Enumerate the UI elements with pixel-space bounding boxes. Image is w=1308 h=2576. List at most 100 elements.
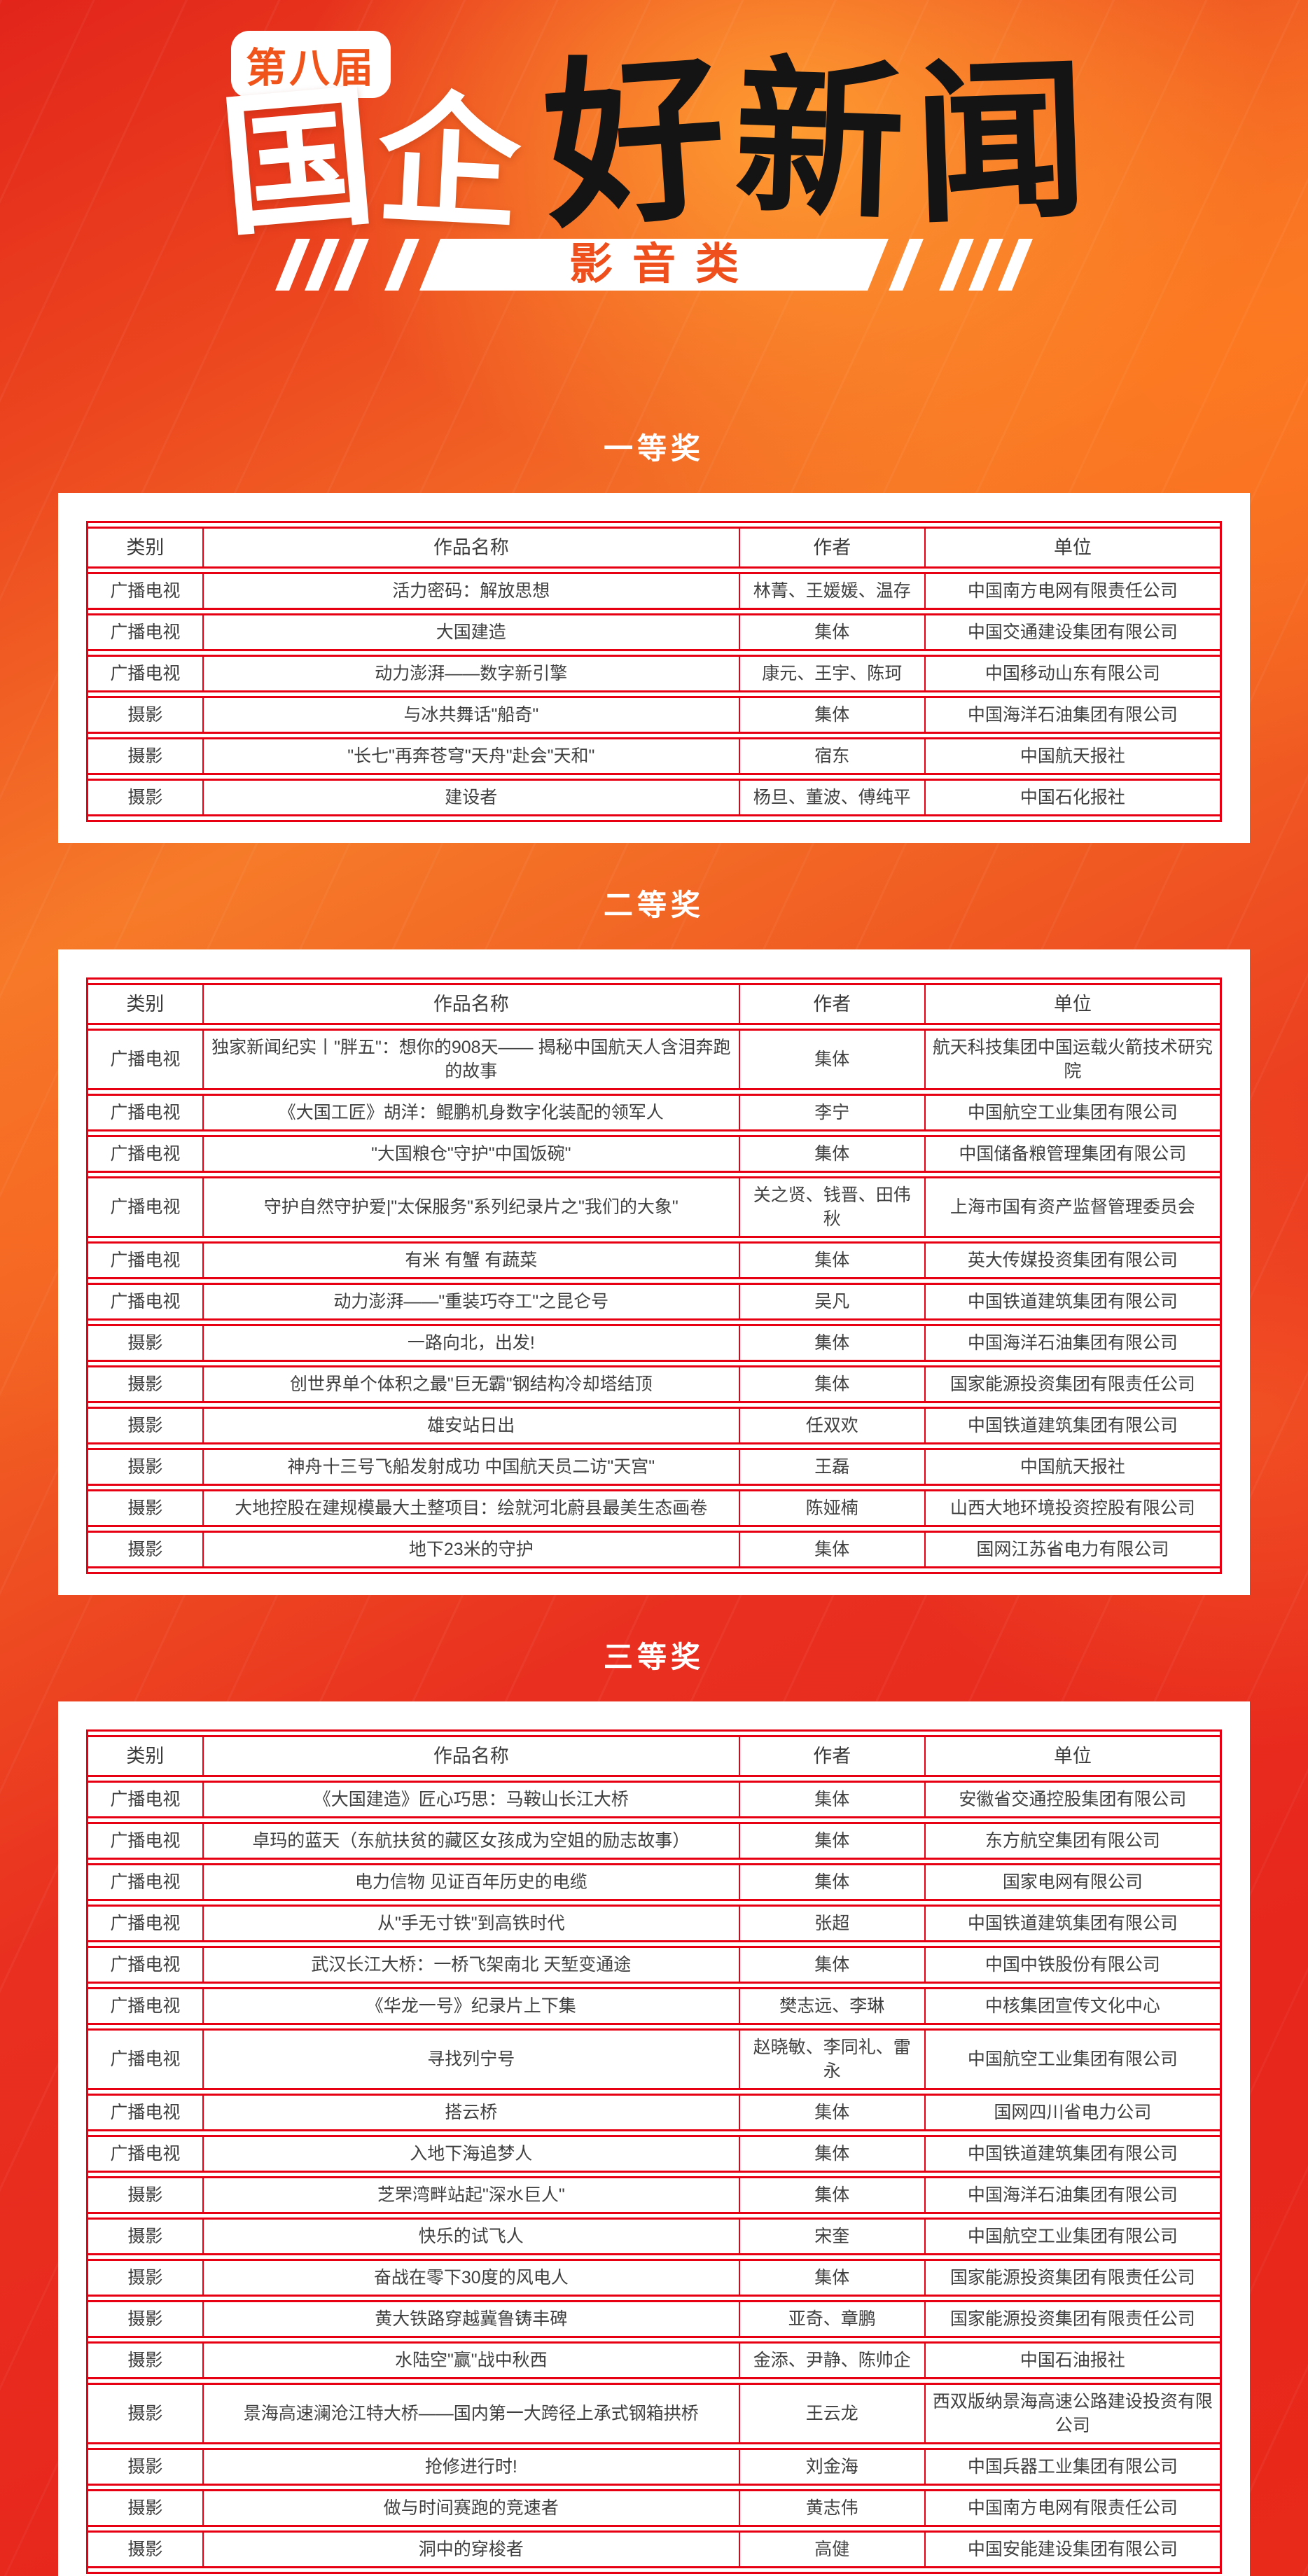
cell-category: 广播电视 <box>88 1987 204 2025</box>
cell-unit: 英大传媒投资集团有限公司 <box>925 1241 1220 1279</box>
column-header: 单位 <box>925 983 1220 1025</box>
cell-category: 广播电视 <box>88 572 204 610</box>
cell-author: 集体 <box>739 1946 926 1984</box>
cell-work-title: 做与时间赛跑的竞速者 <box>203 2489 740 2527</box>
table-row: 摄影 一路向北，出发! 集体 中国海洋石油集团有限公司 <box>88 1324 1220 1362</box>
cell-unit: 山西大地环境投资控股有限公司 <box>925 1489 1220 1527</box>
cell-category: 广播电视 <box>88 613 204 651</box>
cell-unit: 中国安能建设集团有限公司 <box>925 2530 1220 2568</box>
column-header: 类别 <box>88 1735 204 1777</box>
cell-work-title: 芝罘湾畔站起"深水巨人" <box>203 2176 740 2214</box>
cell-unit: 中国中铁股份有限公司 <box>925 1946 1220 1984</box>
cell-author: 黄志伟 <box>739 2489 926 2527</box>
cell-unit: 中国交通建设集团有限公司 <box>925 613 1220 651</box>
cell-category: 广播电视 <box>88 1283 204 1321</box>
table-row: 广播电视 入地下海追梦人 集体 中国铁道建筑集团有限公司 <box>88 2135 1220 2173</box>
cell-author: 刘金海 <box>739 2448 926 2486</box>
table-row: 广播电视 搭云桥 集体 国网四川省电力公司 <box>88 2094 1220 2131</box>
cell-work-title: 《大国建造》匠心巧思：马鞍山长江大桥 <box>203 1781 740 1818</box>
cell-unit: 中国移动山东有限公司 <box>925 655 1220 692</box>
banner-stripe <box>334 239 369 291</box>
cell-category: 广播电视 <box>88 1822 204 1860</box>
cell-author: 宋奎 <box>739 2218 926 2255</box>
banner-stripe <box>384 239 419 291</box>
table-row: 广播电视 动力澎湃——"重装巧夺工"之昆仑号 吴凡 中国铁道建筑集团有限公司 <box>88 1283 1220 1321</box>
cell-work-title: 一路向北，出发! <box>203 1324 740 1362</box>
cell-category: 摄影 <box>88 2448 204 2486</box>
main-title-char: 闻 <box>910 37 1091 248</box>
cell-author: 吴凡 <box>739 1283 926 1321</box>
cell-work-title: 黄大铁路穿越冀鲁铸丰碑 <box>203 2300 740 2338</box>
cell-unit: 东方航空集团有限公司 <box>925 1822 1220 1860</box>
cell-unit: 中国储备粮管理集团有限公司 <box>925 1135 1220 1173</box>
table-row: 广播电视 独家新闻纪实丨"胖五"：想你的908天—— 揭秘中国航天人含泪奔跑的故事… <box>88 1029 1220 1090</box>
column-header: 单位 <box>925 1735 1220 1777</box>
table-row: 摄影 地下23米的守护 集体 国网江苏省电力有限公司 <box>88 1531 1220 1568</box>
table-row: 广播电视 从"手无寸铁"到高铁时代 张超 中国铁道建筑集团有限公司 <box>88 1905 1220 1942</box>
table-row: 广播电视 有米 有蟹 有蔬菜 集体 英大传媒投资集团有限公司 <box>88 1241 1220 1279</box>
cell-unit: 中国南方电网有限责任公司 <box>925 2489 1220 2527</box>
cell-unit: 中核集团宣传文化中心 <box>925 1987 1220 2025</box>
column-header: 作品名称 <box>203 983 740 1025</box>
cell-category: 摄影 <box>88 779 204 816</box>
cell-work-title: 抢修进行时! <box>203 2448 740 2486</box>
cell-category: 广播电视 <box>88 1176 204 1238</box>
table-header-row: 类别 作品名称 作者 单位 <box>88 983 1220 1025</box>
table-row: 广播电视 活力密码：解放思想 林菁、王媛媛、温存 中国南方电网有限责任公司 <box>88 572 1220 610</box>
cell-category: 广播电视 <box>88 1094 204 1132</box>
cell-unit: 中国兵器工业集团有限公司 <box>925 2448 1220 2486</box>
award-section: 三等奖 类别 作品名称 作者 单位 广播电视 《大国建造》匠心巧思：马鞍山长江大桥 集体安… <box>0 1643 1308 2576</box>
cell-unit: 国家能源投资集团有限责任公司 <box>925 2259 1220 2297</box>
table-row: 广播电视 卓玛的蓝天（东航扶贫的藏区女孩成为空姐的励志故事） 集体 东方航空集团有限公… <box>88 1822 1220 1860</box>
cell-author: 宿东 <box>739 737 926 775</box>
main-title-char: 新 <box>731 38 908 244</box>
table-row: 广播电视 守护自然守护爱|"太保服务"系列纪录片之"我们的大象" 关之贤、钱晋、田伟… <box>88 1176 1220 1238</box>
cell-work-title: 《华龙一号》纪录片上下集 <box>203 1987 740 2025</box>
cell-unit: 中国铁道建筑集团有限公司 <box>925 1407 1220 1444</box>
cell-author: 集体 <box>739 2135 926 2173</box>
cell-author: 集体 <box>739 1029 926 1090</box>
column-header: 作品名称 <box>203 527 740 569</box>
cell-author: 亚奇、章鹏 <box>739 2300 926 2338</box>
cell-unit: 中国铁道建筑集团有限公司 <box>925 1283 1220 1321</box>
cell-work-title: 《大国工匠》胡洋：鲲鹏机身数字化装配的领军人 <box>203 1094 740 1132</box>
cell-work-title: 水陆空"赢"战中秋西 <box>203 2341 740 2379</box>
cell-work-title: 卓玛的蓝天（东航扶贫的藏区女孩成为空姐的励志故事） <box>203 1822 740 1860</box>
award-title: 一等奖 <box>603 432 704 465</box>
cell-category: 摄影 <box>88 1448 204 1486</box>
cell-author: 集体 <box>739 2176 926 2214</box>
cell-category: 广播电视 <box>88 2135 204 2173</box>
cell-work-title: 电力信物 见证百年历史的电缆 <box>203 1863 740 1901</box>
cell-unit: 中国海洋石油集团有限公司 <box>925 2176 1220 2214</box>
cell-author: 王云龙 <box>739 2383 926 2444</box>
table-header-row: 类别 作品名称 作者 单位 <box>88 1735 1220 1777</box>
cell-author: 集体 <box>739 1324 926 1362</box>
cell-category: 摄影 <box>88 1324 204 1362</box>
cell-work-title: "长七"再奔苍穹"天舟"赴会"天和" <box>203 737 740 775</box>
cell-unit: 中国铁道建筑集团有限公司 <box>925 2135 1220 2173</box>
cell-category: 广播电视 <box>88 2094 204 2131</box>
column-header: 作品名称 <box>203 1735 740 1777</box>
poster-header: 第八届 国企好新闻 影音类 <box>0 0 1308 429</box>
cell-author: 陈娅楠 <box>739 1489 926 1527</box>
table-row: 广播电视 大国建造 集体 中国交通建设集团有限公司 <box>88 613 1220 651</box>
banner-stripe <box>305 239 340 291</box>
cell-author: 赵晓敏、李同礼、雷永 <box>739 2028 926 2090</box>
cell-unit: 中国航天报社 <box>925 1448 1220 1486</box>
cell-unit: 航天科技集团中国运载火箭技术研究院 <box>925 1029 1220 1090</box>
table-row: 摄影 快乐的试飞人 宋奎 中国航空工业集团有限公司 <box>88 2218 1220 2255</box>
table-row: 摄影 黄大铁路穿越冀鲁铸丰碑 亚奇、章鹏 国家能源投资集团有限责任公司 <box>88 2300 1220 2338</box>
table-row: 摄影 洞中的穿梭者 高健 中国安能建设集团有限公司 <box>88 2530 1220 2568</box>
cell-author: 任双欢 <box>739 1407 926 1444</box>
cell-author: 集体 <box>739 1365 926 1403</box>
category-banner: 影音类 <box>0 239 1308 291</box>
cell-author: 金添、尹静、陈帅企 <box>739 2341 926 2379</box>
cell-work-title: 地下23米的守护 <box>203 1531 740 1568</box>
table-row: 摄影 雄安站日出 任双欢 中国铁道建筑集团有限公司 <box>88 1407 1220 1444</box>
table-row: 摄影 创世界单个体积之最"巨无霸"钢结构冷却塔结顶 集体 国家能源投资集团有限责任公司 <box>88 1365 1220 1403</box>
cell-work-title: 建设者 <box>203 779 740 816</box>
table-row: 摄影 建设者 杨旦、董波、傅纯平 中国石化报社 <box>88 779 1220 816</box>
cell-category: 摄影 <box>88 2530 204 2568</box>
award-section: 二等奖 类别 作品名称 作者 单位 广播电视 独家新闻纪实丨"胖五"：想你的908天——… <box>0 891 1308 1595</box>
